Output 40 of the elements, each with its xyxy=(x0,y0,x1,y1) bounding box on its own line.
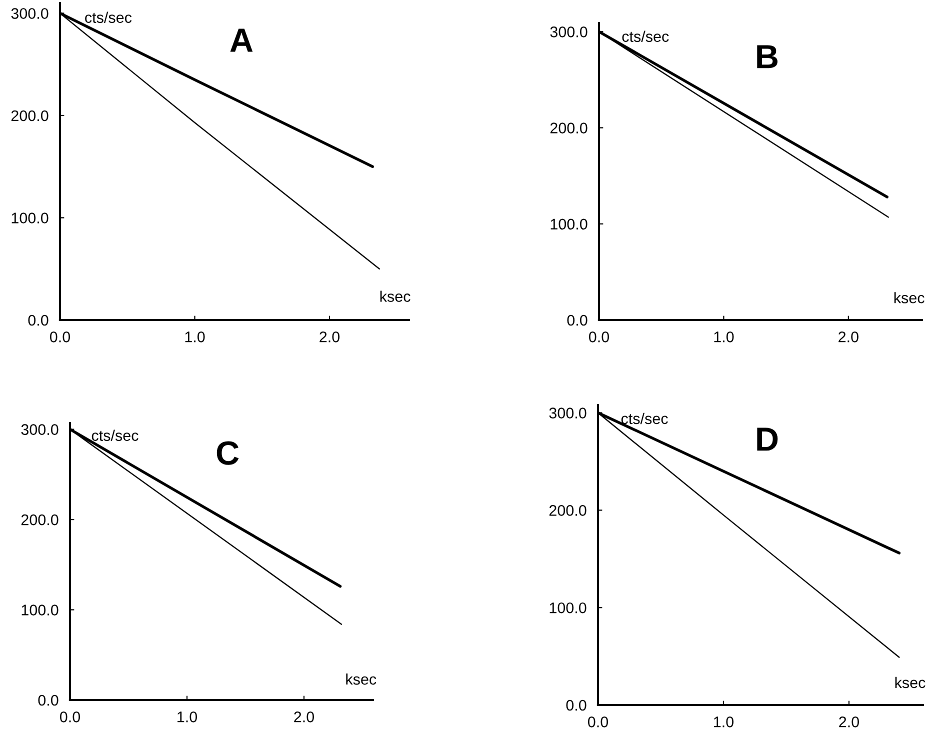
y-tick-label: 300.0 xyxy=(11,8,48,19)
x-tick-label: 1.0 xyxy=(714,716,734,728)
x-tick-label: 2.0 xyxy=(294,712,314,722)
y-tick-label: 0.0 xyxy=(566,700,586,711)
text: D xyxy=(757,428,778,451)
y-axis-title: cts/sec xyxy=(621,412,668,424)
chart-title: C xyxy=(216,441,239,465)
y-axis-title: cts/sec xyxy=(85,12,132,23)
y-tick-label: 300.0 xyxy=(549,408,586,418)
y-axis-title: cts/sec xyxy=(92,430,138,441)
x-tick-label: 2.0 xyxy=(839,716,859,728)
x-tick-label: 1.0 xyxy=(178,712,198,722)
y-tick-label: 200.0 xyxy=(549,505,586,516)
text: A xyxy=(230,28,253,52)
y-tick-label: 100.0 xyxy=(550,602,586,614)
y-tick-label: 0.0 xyxy=(28,314,48,326)
y-axis-title: cts/sec xyxy=(622,30,669,42)
x-axis-title: ksec xyxy=(894,292,924,304)
x-tick-label: 0.0 xyxy=(50,332,70,342)
x-tick-label: 1.0 xyxy=(714,332,734,342)
y-tick-label: 100.0 xyxy=(22,604,58,616)
x-tick-label: 0.0 xyxy=(588,716,608,728)
x-tick-label: 2.0 xyxy=(320,332,340,342)
x-axis-title: ksec xyxy=(380,290,410,302)
x-tick-label: 0.0 xyxy=(60,712,80,722)
x-axis-title: ksec xyxy=(346,673,376,685)
x-tick-label: 0.0 xyxy=(588,332,610,342)
x-tick-label: 2.0 xyxy=(838,332,858,342)
y-tick-label: 200.0 xyxy=(550,122,588,134)
y-tick-label: 200.0 xyxy=(11,110,48,122)
x-axis-title: ksec xyxy=(895,676,926,688)
y-tick-label: 0.0 xyxy=(38,694,58,706)
text: B xyxy=(757,45,778,68)
y-tick-label: 300.0 xyxy=(21,424,58,435)
y-tick-label: 100.0 xyxy=(550,218,588,230)
x-tick-label: 1.0 xyxy=(185,332,205,342)
y-tick-label: 200.0 xyxy=(21,514,58,526)
y-tick-label: 100.0 xyxy=(12,212,48,224)
y-tick-label: 0.0 xyxy=(567,314,588,326)
y-tick-label: 300.0 xyxy=(550,26,588,38)
